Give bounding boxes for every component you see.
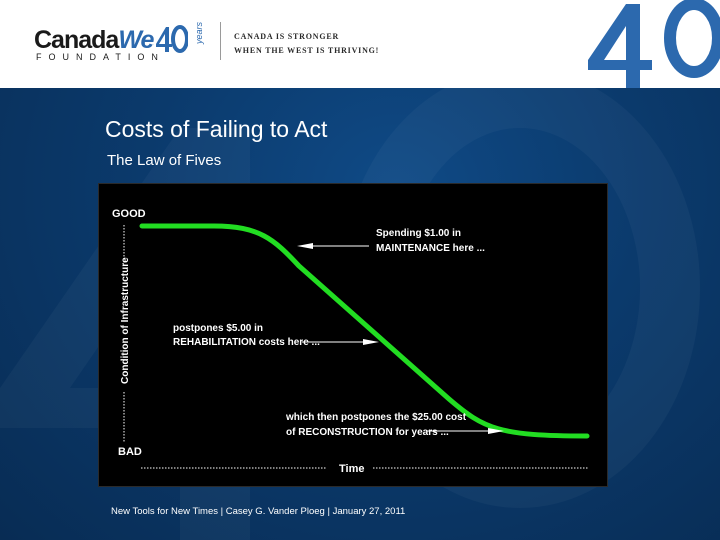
annotation-reconstruction-line-1: which then postpones the $25.00 cost [285,412,467,423]
arrow-maintenance-head [297,243,313,249]
logo-wordmark: CanadaWest [34,26,175,55]
figure-canvas: GOOD BAD Condition of Infrastructure Tim… [112,208,590,475]
y-axis-label: Condition of Infrastructure [120,257,131,384]
arrow-rehabilitation-head [363,339,379,345]
annotation-reconstruction-line-2: of RECONSTRUCTION for years ... [286,427,449,438]
infrastructure-decline-figure: GOOD BAD Condition of Infrastructure Tim… [98,183,608,487]
logo-subtitle: FOUNDATION [36,52,165,62]
slide-subtitle: The Law of Fives [107,152,222,169]
annotation-rehabilitation-line-2: REHABILITATION costs here ... [173,337,320,348]
tagline-line-1: CANADA IS STRONGER [234,32,340,41]
anniversary-40-logo [154,24,188,54]
header-divider [220,22,221,60]
arrow-reconstruction-head [488,428,504,434]
tagline-line-2: WHEN THE WEST IS THRIVING! [234,46,380,55]
decorative-40-icon [588,0,720,88]
tagline: CANADA IS STRONGER WHEN THE WEST IS THRI… [234,30,379,58]
y-top-label: GOOD [112,208,146,220]
slide-footer: New Tools for New Times | Casey G. Vande… [111,506,406,517]
x-axis-label: Time [339,463,364,475]
logo-years-text: years [194,22,204,45]
annotation-rehabilitation-line-1: postpones $5.00 in [173,323,263,334]
logo-name-canada: Canada [34,26,119,54]
condition-curve [139,223,590,439]
annotation-maintenance-line-2: MAINTENANCE here ... [376,243,485,254]
header-banner: CanadaWest FOUNDATION years CANADA IS ST… [0,0,720,88]
y-bottom-label: BAD [118,446,142,458]
annotation-maintenance-line-1: Spending $1.00 in [376,228,461,239]
slide-title: Costs of Failing to Act [105,116,328,142]
